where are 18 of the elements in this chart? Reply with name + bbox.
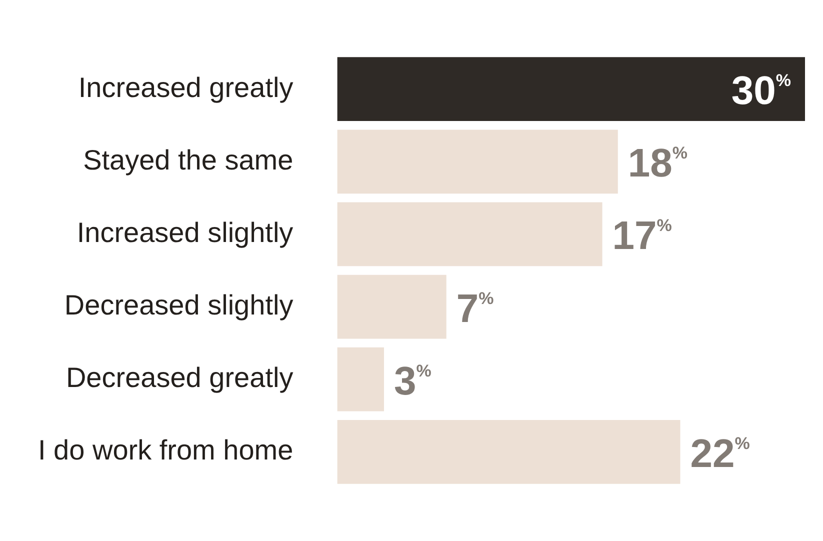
data-label: 30% [731, 69, 792, 114]
y-tick-label: Increased greatly [78, 72, 294, 103]
data-label: 22% [690, 432, 750, 476]
bar [337, 274, 446, 339]
data-label: 18% [628, 142, 688, 186]
bar [337, 202, 602, 266]
y-tick-label: I do work from home [38, 434, 294, 466]
y-tick-label: Decreased greatly [66, 362, 294, 394]
bar [337, 130, 618, 194]
data-label: 17% [612, 214, 672, 258]
bar [337, 420, 680, 484]
bar [337, 347, 384, 412]
data-label: 3% [394, 359, 432, 404]
y-tick-label: Increased slightly [76, 216, 294, 248]
bar [337, 57, 805, 122]
y-tick-label: Stayed the same [83, 144, 294, 176]
data-label: 7% [456, 286, 494, 331]
y-tick-label: Decreased slightly [64, 290, 294, 320]
